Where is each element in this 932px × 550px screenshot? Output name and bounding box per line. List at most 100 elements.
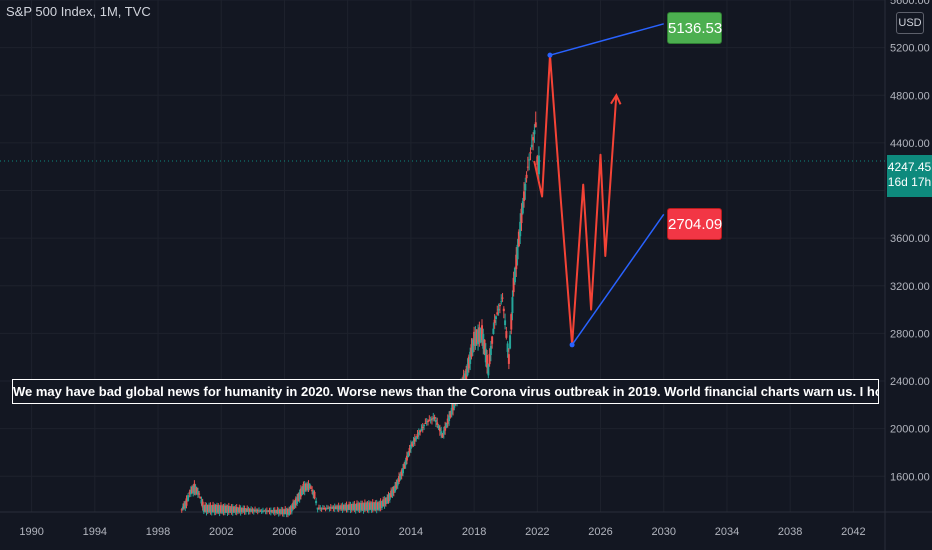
candle-body bbox=[510, 314, 513, 330]
candle-body bbox=[424, 423, 427, 425]
candle-body bbox=[358, 503, 361, 510]
candle-body bbox=[261, 510, 264, 512]
candle-body bbox=[524, 183, 527, 191]
candle-body bbox=[321, 507, 324, 509]
candle-body bbox=[383, 499, 386, 506]
candle-body bbox=[444, 426, 447, 431]
candle-body bbox=[513, 267, 516, 283]
y-tick-label: 3600.00 bbox=[890, 233, 930, 245]
candle-body bbox=[425, 421, 428, 423]
candle-body bbox=[213, 505, 216, 513]
candle-body bbox=[340, 505, 343, 510]
candle-body bbox=[335, 506, 338, 509]
y-tick-label: 5600.00 bbox=[890, 0, 930, 7]
candle-body bbox=[289, 506, 292, 513]
candle-body bbox=[226, 506, 229, 513]
candle-body bbox=[272, 510, 275, 513]
candle-body bbox=[202, 505, 205, 513]
candle-body bbox=[209, 504, 212, 512]
candle-body bbox=[529, 151, 532, 154]
candle-body bbox=[196, 491, 199, 495]
candle-body bbox=[449, 411, 452, 418]
candle-body bbox=[208, 505, 211, 513]
candle-body bbox=[341, 505, 344, 510]
candle-body bbox=[353, 503, 356, 510]
candle-body bbox=[303, 484, 306, 492]
candle-body bbox=[342, 504, 345, 510]
candle-body bbox=[180, 509, 183, 511]
candle-body bbox=[478, 327, 481, 342]
candle-body bbox=[411, 442, 414, 447]
candle-body bbox=[481, 325, 484, 340]
y-tick-label: 4400.00 bbox=[890, 138, 930, 150]
candle-body bbox=[348, 504, 351, 510]
candle-body bbox=[183, 503, 186, 509]
symbol-title[interactable]: S&P 500 Index, 1M, TVC bbox=[6, 4, 151, 19]
x-tick-label: 2026 bbox=[588, 526, 612, 538]
candle-body bbox=[349, 504, 352, 511]
candle-body bbox=[486, 355, 489, 368]
candle-body bbox=[199, 496, 202, 499]
candle-body bbox=[229, 506, 232, 513]
currency-badge[interactable]: USD bbox=[896, 12, 924, 34]
x-tick-label: 2042 bbox=[841, 526, 865, 538]
candle-body bbox=[473, 331, 476, 346]
candle-body bbox=[294, 498, 297, 505]
candle-body bbox=[281, 509, 284, 514]
candle-body bbox=[320, 507, 323, 509]
candle-body bbox=[185, 498, 188, 506]
candle-body bbox=[363, 502, 366, 510]
candle-body bbox=[258, 510, 261, 512]
y-tick-label: 5200.00 bbox=[890, 43, 930, 55]
candle-body bbox=[361, 502, 364, 510]
candle-body bbox=[430, 418, 433, 420]
candle-body bbox=[417, 432, 420, 435]
candle-body bbox=[325, 507, 328, 509]
candle-body bbox=[489, 346, 492, 356]
candle-body bbox=[398, 476, 401, 482]
candle-body bbox=[354, 504, 357, 511]
candle-body bbox=[328, 507, 331, 509]
candle-body bbox=[395, 481, 398, 488]
candle-body bbox=[292, 502, 295, 509]
candle-body bbox=[223, 506, 226, 513]
candle-body bbox=[370, 503, 373, 511]
candle-body bbox=[218, 505, 221, 513]
candle-body bbox=[315, 500, 318, 504]
candle-body bbox=[438, 428, 441, 432]
candle-body bbox=[530, 144, 533, 148]
candle-body bbox=[463, 373, 466, 384]
last-price-value: 4247.45 bbox=[887, 160, 932, 174]
candle-body bbox=[317, 507, 320, 510]
candle-body bbox=[359, 503, 362, 511]
candle-body bbox=[187, 495, 190, 501]
y-tick-label: 1600.00 bbox=[890, 471, 930, 483]
projection-path bbox=[533, 54, 618, 346]
candle-body bbox=[419, 430, 422, 433]
candle-body bbox=[307, 483, 310, 489]
news-banner[interactable]: We may have bad global news for humanity… bbox=[12, 379, 879, 404]
candle-body bbox=[350, 503, 353, 510]
candle-body bbox=[265, 510, 268, 512]
candle-body bbox=[255, 510, 258, 512]
candle-body bbox=[399, 473, 402, 480]
target-low-label[interactable]: 2704.09 bbox=[667, 208, 722, 240]
candle-body bbox=[448, 415, 451, 422]
x-tick-label: 2034 bbox=[715, 526, 739, 538]
candle-body bbox=[309, 487, 312, 489]
candle-body bbox=[479, 327, 482, 343]
candle-body bbox=[453, 400, 456, 408]
target-high-label[interactable]: 5136.53 bbox=[667, 12, 722, 44]
candle-body bbox=[191, 486, 194, 494]
candle-body bbox=[237, 507, 240, 513]
candle-body bbox=[298, 491, 301, 500]
candle-body bbox=[221, 506, 224, 513]
candle-body bbox=[285, 509, 288, 515]
candle-body bbox=[521, 201, 524, 214]
candle-body bbox=[403, 463, 406, 469]
candle-body bbox=[323, 507, 326, 509]
candle-body bbox=[446, 418, 449, 424]
